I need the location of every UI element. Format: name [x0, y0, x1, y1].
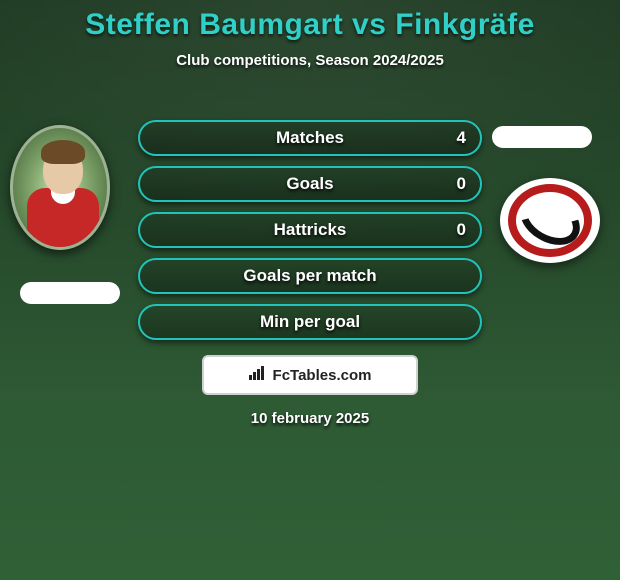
chart-icon	[249, 366, 267, 384]
left-player-badge	[20, 282, 120, 304]
right-player-badge	[492, 126, 592, 148]
subtitle: Club competitions, Season 2024/2025	[0, 52, 620, 69]
source-badge: FcTables.com	[202, 355, 418, 395]
stat-label: Goals per match	[140, 260, 480, 292]
stat-bar-hattricks: Hattricks 0	[138, 212, 482, 248]
stat-label: Min per goal	[140, 306, 480, 338]
comparison-card: Steffen Baumgart vs Finkgräfe Club compe…	[0, 0, 620, 580]
stat-bar-goals: Goals 0	[138, 166, 482, 202]
stat-value: 4	[457, 122, 466, 154]
date-label: 10 february 2025	[0, 410, 620, 427]
stat-label: Goals	[140, 168, 480, 200]
stat-bar-matches: Matches 4	[138, 120, 482, 156]
stat-value: 0	[457, 168, 466, 200]
stat-label: Hattricks	[140, 214, 480, 246]
stat-bar-goals-per-match: Goals per match	[138, 258, 482, 294]
right-player-club-logo	[500, 178, 600, 263]
stat-label: Matches	[140, 122, 480, 154]
stat-value: 0	[457, 214, 466, 246]
left-player-avatar	[10, 125, 110, 250]
stat-bars: Matches 4 Goals 0 Hattricks 0 Goals per …	[138, 120, 482, 350]
page-title: Steffen Baumgart vs Finkgräfe	[0, 0, 620, 42]
source-text: FcTables.com	[273, 367, 372, 384]
stat-bar-min-per-goal: Min per goal	[138, 304, 482, 340]
